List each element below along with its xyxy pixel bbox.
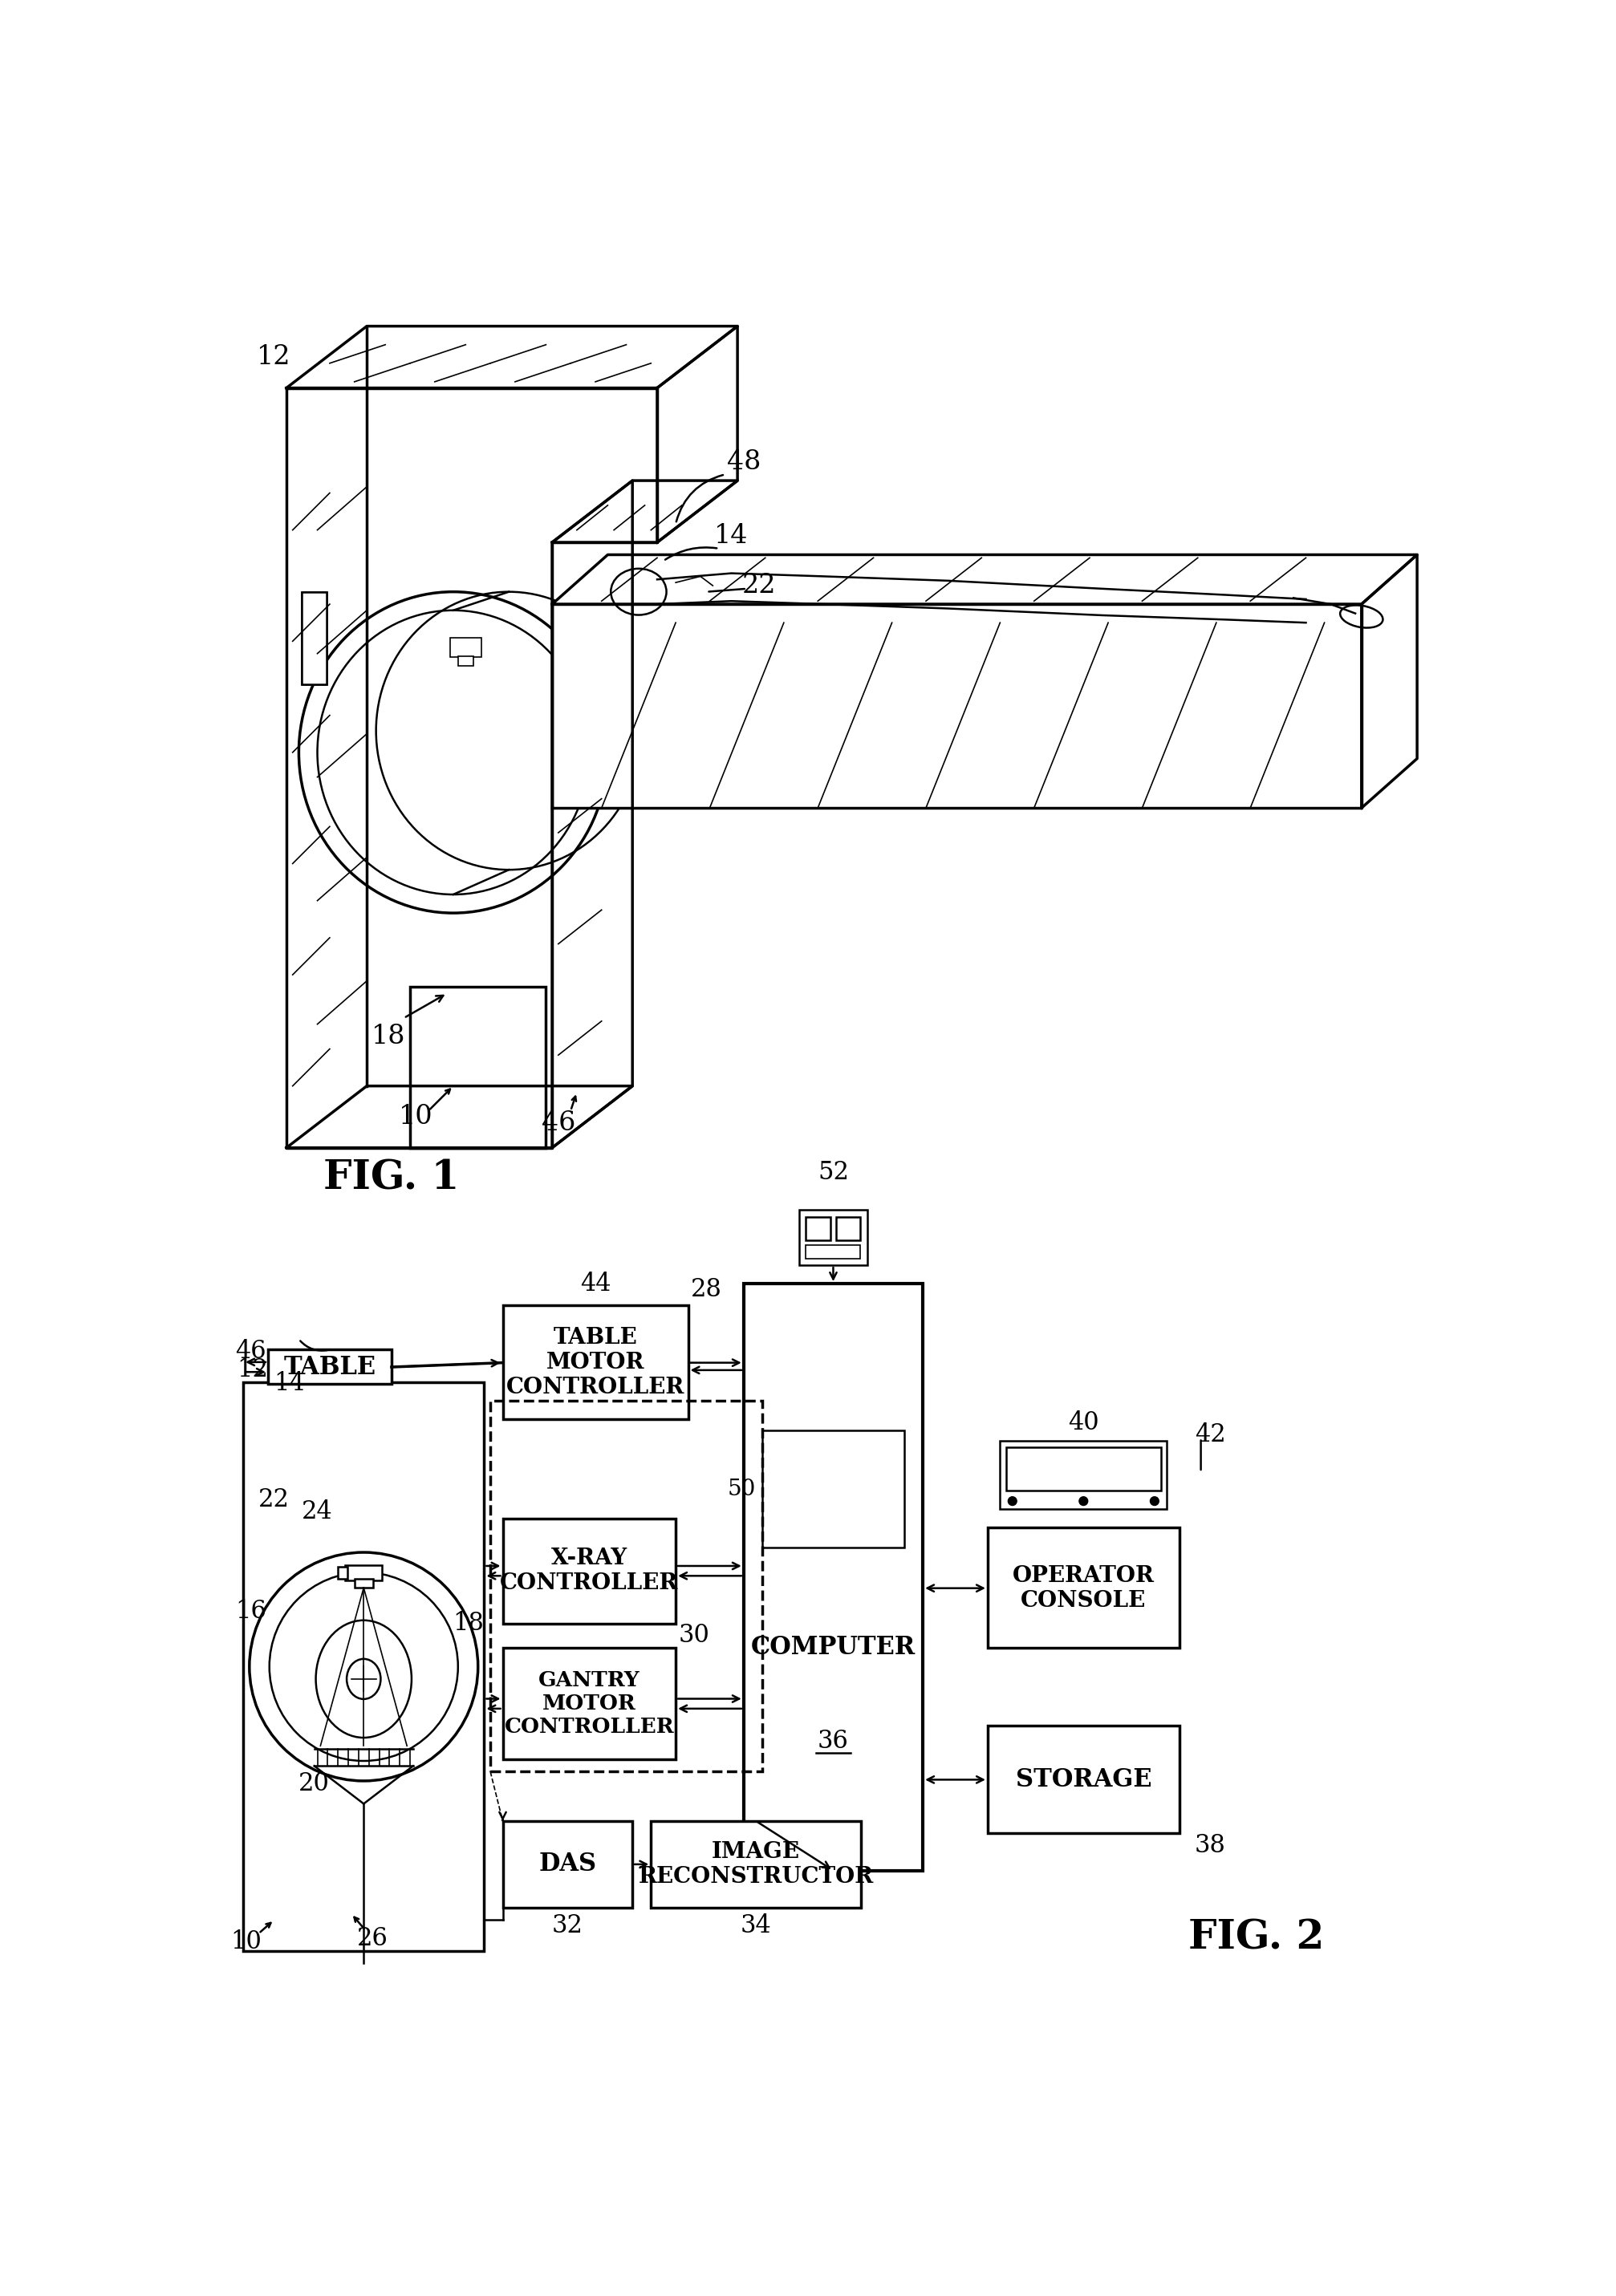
Circle shape <box>1149 1497 1159 1506</box>
Bar <box>242 1382 483 1952</box>
Text: 38: 38 <box>1194 1832 1225 1857</box>
Polygon shape <box>551 604 1361 808</box>
Text: 14: 14 <box>714 523 748 549</box>
Text: 32: 32 <box>551 1913 583 1938</box>
Text: 18: 18 <box>372 1024 406 1049</box>
Bar <box>835 1217 860 1240</box>
Text: GANTRY
MOTOR
CONTROLLER: GANTRY MOTOR CONTROLLER <box>504 1671 674 1738</box>
Bar <box>743 1283 923 1871</box>
Circle shape <box>1078 1497 1088 1506</box>
Text: 46: 46 <box>234 1339 267 1364</box>
Bar <box>761 1430 903 1548</box>
Text: 50: 50 <box>727 1479 756 1499</box>
Polygon shape <box>1361 556 1416 808</box>
Text: 26: 26 <box>357 1926 388 1952</box>
Polygon shape <box>656 326 737 542</box>
Text: 46: 46 <box>541 1111 575 1137</box>
Text: 10: 10 <box>231 1929 262 1954</box>
Bar <box>987 1527 1178 1649</box>
Bar <box>410 987 546 1148</box>
Text: 20: 20 <box>299 1773 330 1795</box>
Text: FIG. 2: FIG. 2 <box>1188 1919 1324 1958</box>
Bar <box>503 1649 675 1759</box>
Text: FIG. 1: FIG. 1 <box>323 1159 459 1199</box>
Text: 44: 44 <box>580 1272 611 1295</box>
Text: 22: 22 <box>742 572 776 599</box>
Bar <box>457 657 473 666</box>
Text: 18: 18 <box>452 1612 485 1635</box>
Text: TABLE
MOTOR
CONTROLLER: TABLE MOTOR CONTROLLER <box>506 1327 684 1398</box>
Polygon shape <box>551 556 1416 604</box>
Text: 24: 24 <box>302 1499 333 1525</box>
Bar <box>503 1304 688 1419</box>
Text: OPERATOR
CONSOLE: OPERATOR CONSOLE <box>1012 1566 1154 1612</box>
Bar <box>1000 1442 1167 1508</box>
Polygon shape <box>286 326 737 388</box>
Text: 14: 14 <box>273 1371 305 1396</box>
Text: 48: 48 <box>726 450 760 475</box>
Text: 12: 12 <box>257 344 291 370</box>
Text: 34: 34 <box>740 1913 771 1938</box>
Bar <box>805 1217 829 1240</box>
Text: X-RAY
CONTROLLER: X-RAY CONTROLLER <box>499 1548 679 1593</box>
Bar <box>503 1518 675 1623</box>
Text: 10: 10 <box>399 1104 433 1130</box>
Bar <box>302 592 326 684</box>
Text: 22: 22 <box>259 1488 289 1513</box>
Bar <box>798 1210 866 1265</box>
Text: STORAGE: STORAGE <box>1015 1768 1151 1793</box>
Circle shape <box>1008 1497 1016 1506</box>
Bar <box>651 1821 861 1908</box>
Text: TABLE: TABLE <box>283 1355 375 1380</box>
Text: DAS: DAS <box>538 1853 596 1876</box>
Bar <box>449 638 482 657</box>
Text: 16: 16 <box>234 1598 267 1623</box>
Bar <box>354 1580 373 1589</box>
Polygon shape <box>286 1086 632 1148</box>
Bar <box>1005 1446 1160 1490</box>
Text: 12: 12 <box>236 1357 268 1382</box>
Polygon shape <box>551 480 737 542</box>
Bar <box>338 1566 347 1580</box>
Bar <box>344 1566 381 1580</box>
Bar <box>805 1244 860 1258</box>
Bar <box>987 1724 1178 1835</box>
Bar <box>268 1350 391 1384</box>
Bar <box>490 1401 761 1773</box>
Text: IMAGE
RECONSTRUCTOR: IMAGE RECONSTRUCTOR <box>638 1841 873 1887</box>
Text: 30: 30 <box>679 1623 709 1649</box>
Bar <box>503 1821 632 1908</box>
Polygon shape <box>286 388 656 1148</box>
Polygon shape <box>551 480 632 1148</box>
Text: 28: 28 <box>690 1277 722 1302</box>
Text: 36: 36 <box>818 1729 848 1754</box>
Text: 40: 40 <box>1068 1410 1099 1435</box>
Text: COMPUTER: COMPUTER <box>750 1635 915 1660</box>
Text: 42: 42 <box>1194 1424 1225 1446</box>
Text: 52: 52 <box>818 1159 848 1185</box>
